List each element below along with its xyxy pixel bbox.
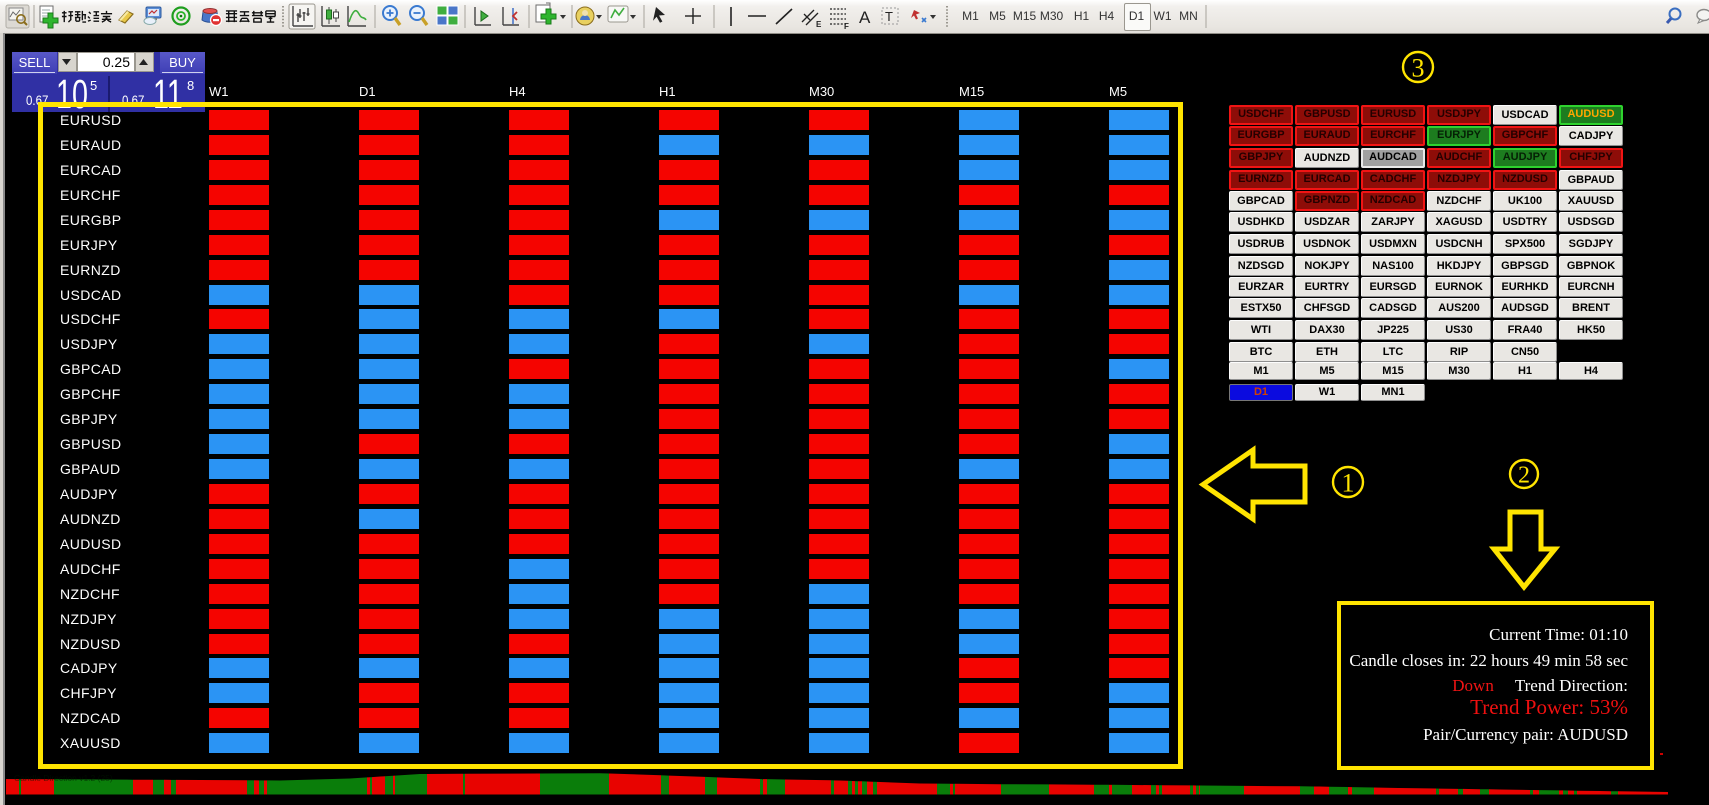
svg-text:1: 1 (1342, 468, 1355, 497)
svg-text:T: T (885, 9, 893, 24)
svg-text:Candle Direction v1.2 (25): Candle Direction v1.2 (25) (14, 773, 113, 783)
svg-text:E: E (816, 20, 822, 29)
svg-text:A: A (859, 8, 871, 27)
svg-text:2: 2 (1518, 463, 1530, 489)
svg-text:F: F (844, 22, 849, 31)
svg-text:3: 3 (1412, 53, 1425, 82)
